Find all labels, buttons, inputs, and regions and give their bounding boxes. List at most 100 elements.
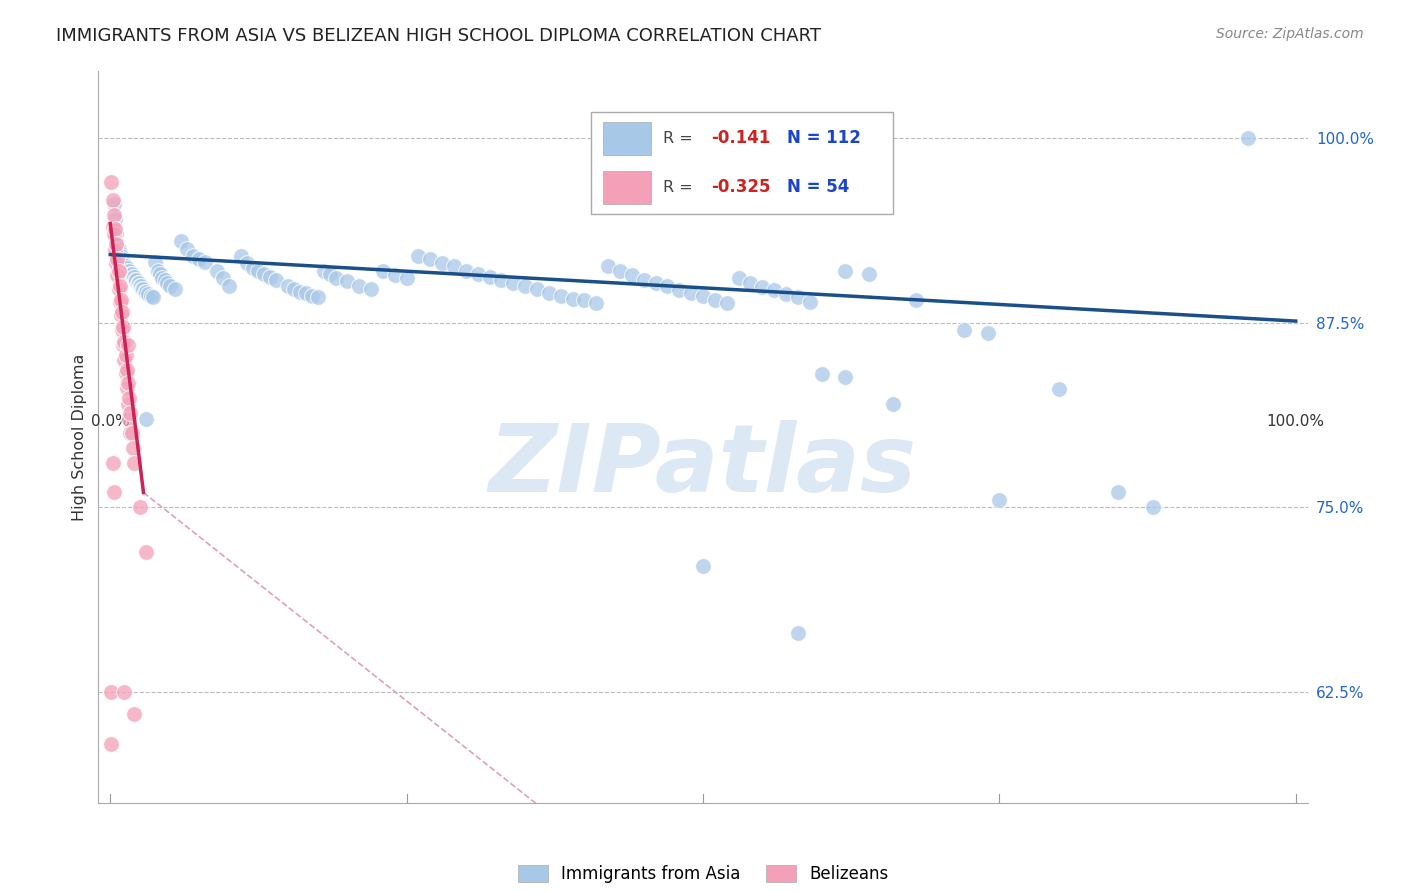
Point xyxy=(218,278,240,293)
Point xyxy=(152,271,174,285)
Point xyxy=(121,441,143,455)
Point xyxy=(692,289,714,303)
Point xyxy=(135,285,157,299)
Bar xyxy=(603,122,651,154)
Point xyxy=(107,242,129,256)
Point xyxy=(103,227,125,241)
Point xyxy=(395,271,418,285)
Point xyxy=(786,290,808,304)
Point xyxy=(110,293,132,308)
Point xyxy=(120,267,142,281)
Point xyxy=(681,285,703,300)
Point xyxy=(515,278,537,293)
Text: N = 112: N = 112 xyxy=(787,129,860,147)
Point xyxy=(105,227,128,241)
Point xyxy=(146,264,169,278)
Point xyxy=(491,273,513,287)
Point xyxy=(550,289,572,303)
Point xyxy=(107,282,129,296)
Point xyxy=(371,264,394,278)
Point xyxy=(105,237,128,252)
Point xyxy=(740,276,762,290)
Point xyxy=(247,264,270,278)
Point xyxy=(170,235,193,249)
Point xyxy=(834,264,856,278)
Point xyxy=(277,278,299,293)
Point xyxy=(988,492,1011,507)
Point xyxy=(120,406,142,420)
Point xyxy=(432,256,454,270)
Point xyxy=(1107,485,1129,500)
Point xyxy=(347,278,370,293)
Point xyxy=(120,426,142,441)
Point xyxy=(1142,500,1164,515)
Legend: Immigrants from Asia, Belizeans: Immigrants from Asia, Belizeans xyxy=(512,858,894,889)
Point xyxy=(129,278,152,293)
Point xyxy=(121,426,143,441)
Point xyxy=(194,255,217,269)
Point xyxy=(104,243,127,257)
Point xyxy=(114,258,136,272)
Text: R =: R = xyxy=(664,180,697,195)
Point xyxy=(125,273,148,287)
Point xyxy=(101,219,124,234)
Point xyxy=(537,285,560,300)
Point xyxy=(100,175,122,189)
Point xyxy=(118,411,141,425)
Point xyxy=(121,267,143,281)
Point xyxy=(104,212,127,227)
Point xyxy=(122,269,145,284)
Point xyxy=(118,391,141,405)
Point xyxy=(799,294,821,309)
Point xyxy=(727,271,749,285)
Point xyxy=(107,264,129,278)
Point xyxy=(502,276,524,290)
Point xyxy=(668,283,690,297)
Point xyxy=(598,260,620,274)
Text: ZIPatlas: ZIPatlas xyxy=(489,420,917,512)
Point xyxy=(122,456,145,470)
Point xyxy=(905,293,928,308)
Point xyxy=(117,337,139,351)
Point xyxy=(111,252,134,266)
Text: N = 54: N = 54 xyxy=(787,178,849,196)
Point xyxy=(114,334,136,349)
Point xyxy=(443,260,465,274)
Point xyxy=(692,559,714,574)
Point xyxy=(318,267,340,281)
Y-axis label: High School Diploma: High School Diploma xyxy=(72,353,87,521)
Point xyxy=(108,246,131,260)
Point xyxy=(112,320,135,334)
Point xyxy=(620,268,643,283)
Point xyxy=(657,278,679,293)
Point xyxy=(288,285,311,299)
Point xyxy=(129,500,152,515)
Point xyxy=(307,290,329,304)
Point xyxy=(609,264,631,278)
Bar xyxy=(603,171,651,204)
Point xyxy=(103,197,125,211)
Point xyxy=(384,268,406,283)
Point xyxy=(100,685,122,699)
Point xyxy=(149,267,172,281)
Point xyxy=(467,267,489,281)
Point xyxy=(834,370,856,384)
Point xyxy=(561,292,583,306)
Point xyxy=(976,326,998,340)
Point xyxy=(775,287,797,301)
Point xyxy=(114,260,136,274)
Point xyxy=(478,269,501,284)
Point xyxy=(159,278,181,293)
Point xyxy=(128,276,150,290)
Point xyxy=(117,376,139,391)
Point xyxy=(763,283,786,297)
Point xyxy=(118,264,141,278)
Point xyxy=(103,208,125,222)
Point xyxy=(110,308,132,322)
Point xyxy=(408,249,430,263)
Point xyxy=(176,242,198,256)
Point xyxy=(129,278,152,293)
Point xyxy=(1047,382,1070,396)
Point xyxy=(259,269,281,284)
Point xyxy=(105,268,128,283)
